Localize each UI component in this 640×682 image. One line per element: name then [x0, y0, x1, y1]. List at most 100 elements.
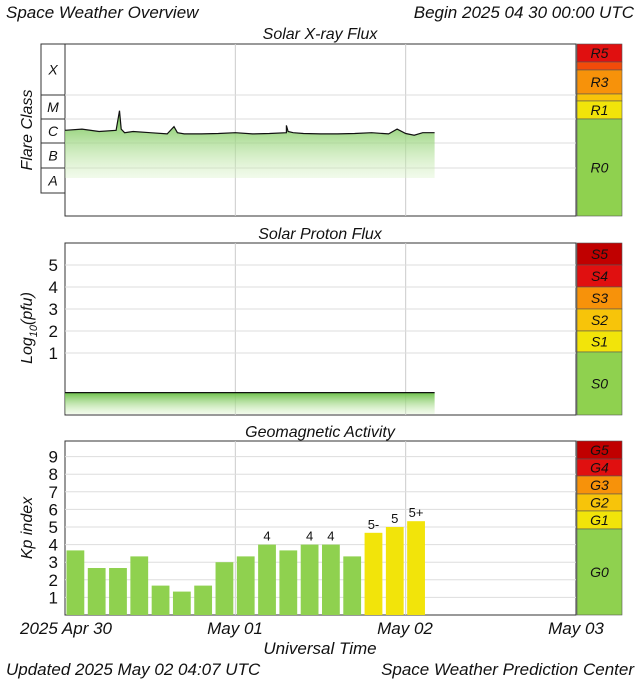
r-scale-label: R5	[591, 45, 609, 61]
geomag-ytick-label: 4	[49, 536, 58, 555]
s-scale-label: S1	[591, 334, 608, 350]
kp-bar	[343, 556, 362, 615]
kp-bar-label: 4	[327, 529, 334, 544]
begin-label: Begin	[414, 3, 457, 22]
flare-class-box	[40, 118, 66, 144]
kp-bar-label: 4	[263, 529, 270, 544]
flare-class-label: M	[47, 99, 59, 115]
proton-ytick-label: 2	[49, 322, 58, 341]
kp-bar	[364, 532, 383, 615]
proton-panel: 1 2 3 4 5 S5 S4 S3 S2 S1 S0	[49, 242, 623, 416]
geomag-frame	[64, 440, 577, 616]
r-scale-label: R3	[591, 74, 609, 90]
geomag-ytick-label: 1	[49, 588, 58, 607]
kp-bar	[407, 521, 425, 615]
proton-ytick-label: 5	[49, 256, 58, 275]
kp-bar	[236, 556, 255, 615]
kp-bar	[279, 550, 298, 615]
kp-bar-label: 5+	[409, 505, 424, 520]
kp-bar	[322, 544, 340, 615]
geomag-ytick-label: 7	[49, 483, 58, 502]
xray-flux-line	[64, 110, 435, 136]
kp-bar	[87, 568, 106, 615]
s-scale-label: S3	[591, 290, 608, 306]
r-scale-label: R1	[591, 102, 609, 118]
geomag-ytick-label: 9	[49, 448, 58, 467]
kp-bar	[130, 556, 149, 615]
proton-ytick-label: 1	[49, 344, 58, 363]
xray-flux-area	[65, 110, 435, 178]
flare-class-label: A	[47, 173, 57, 189]
r-scale-seg	[576, 61, 623, 71]
flare-class-box	[40, 43, 66, 96]
xaxis-title: Universal Time	[263, 639, 376, 658]
updated-time: Updated 2025 May 02 04:07 UTC	[6, 660, 261, 679]
kp-bar-label: 4	[306, 529, 313, 544]
kp-bar	[172, 591, 191, 615]
g-scale-label: G1	[590, 512, 609, 528]
proton-frame	[64, 242, 577, 416]
geomag-ytick-label: 2	[49, 571, 58, 590]
r-scale-seg	[576, 118, 623, 217]
xray-title: Solar X-ray Flux	[263, 26, 379, 43]
proton-ytick-label: 3	[49, 300, 58, 319]
g-scale-label: G4	[590, 460, 609, 476]
proton-flux-area	[65, 392, 435, 414]
g-scale-seg	[576, 528, 623, 616]
kp-bar	[385, 527, 404, 615]
flare-class-box	[40, 142, 66, 169]
xtick-apr30: 2025 Apr 30	[19, 619, 113, 638]
xtick-may03: May 03	[548, 619, 604, 638]
kp-bar	[109, 568, 127, 615]
flare-class-label: C	[48, 123, 59, 139]
flare-class-label: X	[47, 62, 58, 78]
g-scale-label: G5	[590, 442, 609, 458]
begin-value: 2025 04 30 00:00 UTC	[461, 3, 635, 22]
updated-label: Updated	[6, 660, 71, 679]
s-scale-seg	[576, 351, 623, 416]
g-scale-label: G2	[590, 495, 609, 511]
begin-time: Begin 2025 04 30 00:00 UTC	[414, 3, 635, 22]
proton-ylabel-main: Log	[19, 337, 36, 364]
geomag-title: Geomagnetic Activity	[245, 424, 396, 441]
updated-value: 2025 May 02 04:07 UTC	[74, 660, 261, 679]
page-title: Space Weather Overview	[6, 3, 200, 22]
kp-bar	[66, 550, 85, 615]
proton-ylabel: Log10(pfu)	[19, 292, 40, 364]
kp-bar-label: 5-	[368, 517, 380, 532]
s-scale-label: S5	[591, 246, 608, 262]
s-scale-label: S2	[591, 312, 608, 328]
proton-ytick-label: 4	[49, 278, 58, 297]
geomag-ylabel: Kp index	[19, 496, 36, 559]
kp-bar	[194, 585, 213, 615]
flare-class-label: B	[48, 148, 57, 164]
flare-class-box	[40, 94, 66, 120]
s-scale-label: S0	[591, 376, 608, 392]
xray-frame	[64, 43, 577, 217]
kp-bar-label: 5	[391, 511, 398, 526]
flare-class-box	[40, 167, 66, 194]
r-scale-seg	[576, 69, 623, 95]
geomag-ytick-label: 8	[49, 465, 58, 484]
xtick-may01: May 01	[207, 619, 263, 638]
kp-bar	[300, 544, 319, 615]
swpc-credit: Space Weather Prediction Center	[381, 660, 635, 679]
kp-bar	[258, 544, 276, 615]
r-scale-seg	[576, 93, 623, 102]
kp-bar	[151, 585, 170, 615]
r-scale-label: R0	[591, 160, 609, 176]
geomag-ytick-label: 5	[49, 518, 58, 537]
kp-bar	[215, 562, 234, 615]
xtick-may02: May 02	[377, 619, 433, 638]
g-scale-label: G3	[590, 477, 609, 493]
geomag-ytick-label: 3	[49, 553, 58, 572]
geomag-ytick-label: 6	[49, 500, 58, 519]
g-scale-label: G0	[590, 564, 609, 580]
s-scale-label: S4	[591, 268, 608, 284]
proton-ylabel-suffix: (pfu)	[19, 292, 36, 325]
proton-ylabel-sub: 10	[28, 324, 40, 337]
xray-ylabel: Flare Class	[19, 90, 36, 171]
